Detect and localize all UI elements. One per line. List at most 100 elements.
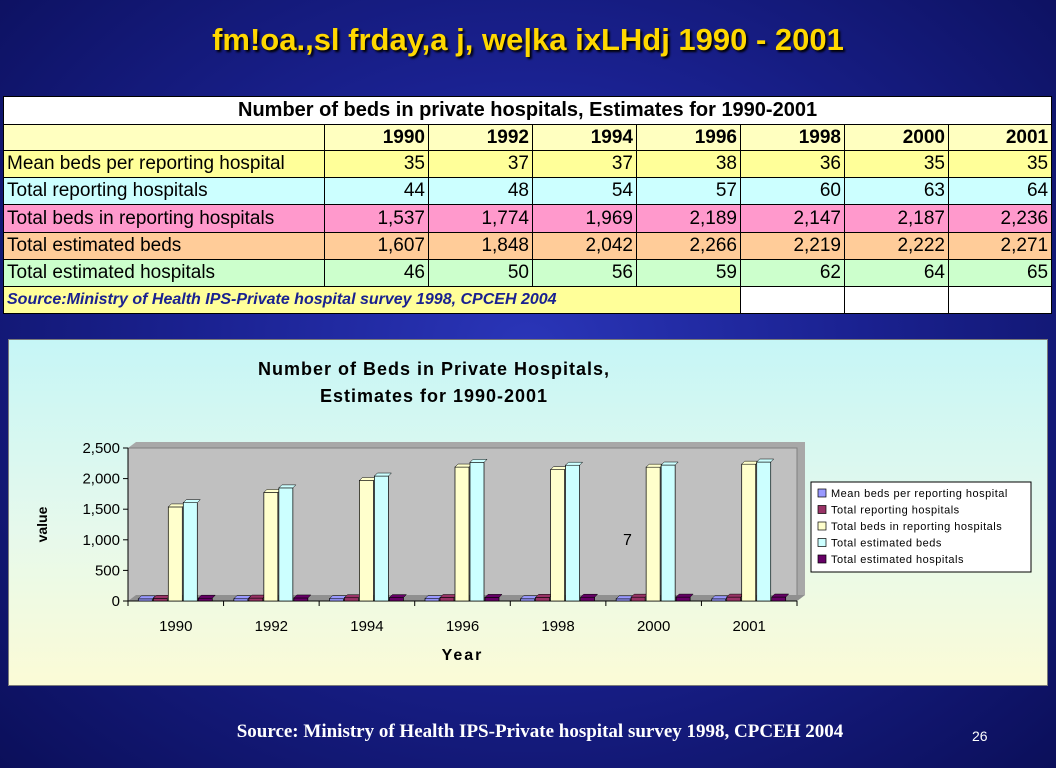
bar-top-face	[328, 595, 348, 599]
bar-top-face	[152, 595, 171, 599]
table-cell: 2,236	[947, 204, 1053, 233]
x-tick-label: 2001	[733, 618, 766, 635]
bar-top-face	[645, 463, 664, 468]
table-title: Number of beds in private hospitals, Est…	[2, 95, 1053, 126]
bar	[439, 597, 455, 602]
bar-top-face	[630, 593, 649, 598]
x-tick-label: 1998	[541, 618, 574, 635]
legend-swatch	[817, 554, 827, 564]
table-cell: 2,222	[844, 231, 949, 260]
table-cell: 44	[324, 177, 429, 206]
table-cell: 63	[844, 177, 949, 206]
bar	[756, 461, 772, 602]
table-cell: 37	[532, 150, 637, 179]
bar-top-face	[278, 484, 297, 489]
x-axis-label: Year	[442, 647, 484, 664]
bar-top-face	[167, 503, 186, 508]
bar-top-face	[197, 594, 216, 599]
table-cell: 64	[947, 177, 1053, 206]
y-tick-label: 2,000	[82, 471, 120, 488]
table-cell: 36	[740, 150, 845, 179]
table-cell: 2,271	[947, 231, 1053, 260]
x-tick-label: 1992	[255, 618, 288, 635]
beds-table: Number of beds in private hospitals, Est…	[2, 95, 1053, 315]
bar	[197, 597, 213, 602]
legend-label: Total estimated beds	[831, 538, 942, 550]
bar	[630, 596, 646, 602]
table-cell: 60	[740, 177, 845, 206]
bar-top-face	[454, 463, 473, 468]
table-header-year: 1996	[636, 124, 741, 152]
bar-top-face	[263, 489, 282, 493]
row-label: Total estimated hospitals	[3, 258, 325, 287]
table-cell: 54	[532, 177, 637, 206]
table-row: Total estimated beds 1,607 1,848 2,042 2…	[3, 231, 1053, 260]
x-tick-label: 1996	[446, 618, 479, 635]
bar-top-face	[660, 461, 679, 466]
bar	[182, 502, 198, 602]
legend-label: Total estimated hospitals	[831, 554, 964, 566]
legend-swatch	[817, 488, 827, 498]
y-tick-label: 2,500	[82, 440, 120, 457]
bar-top-face	[756, 458, 775, 463]
bar-top-face	[358, 477, 378, 481]
x-tick-label: 1994	[350, 618, 383, 635]
table-cell: 2,147	[740, 204, 845, 233]
bar	[424, 598, 440, 602]
chart-panel: Number of Beds in Private Hospitals, Esti…	[8, 339, 1048, 686]
bar	[293, 597, 309, 602]
bar-top-face	[469, 459, 488, 463]
table-header-year: 1992	[428, 124, 533, 152]
bar	[520, 598, 535, 602]
bar-top-face	[711, 595, 730, 600]
bar-top-face	[248, 594, 267, 599]
bar	[454, 466, 470, 602]
table-cell: 2,219	[740, 231, 845, 260]
table-cell: 62	[740, 258, 845, 287]
bar	[711, 598, 727, 602]
table-header-year: 1998	[740, 124, 845, 152]
bar-top-face	[343, 594, 363, 598]
legend-swatch	[817, 505, 827, 514]
bar	[359, 480, 374, 602]
row-label: Total reporting hospitals	[3, 177, 325, 206]
x-tick-label: 1990	[159, 618, 192, 635]
row-label: Total beds in reporting hospitals	[3, 204, 325, 233]
bar	[389, 597, 404, 602]
bar	[233, 598, 249, 602]
bar-chart: Number of Beds in Private Hospitals, Esti…	[34, 359, 1032, 664]
table-empty-cell	[947, 285, 1053, 315]
bar-top-face	[484, 594, 503, 598]
table-source: Source:Ministry of Health IPS-Private ho…	[3, 285, 741, 315]
bar	[675, 596, 691, 602]
legend-swatch	[817, 538, 827, 547]
y-axis-label: value	[34, 506, 50, 542]
legend-swatch	[817, 521, 827, 531]
table-cell: 35	[947, 150, 1053, 179]
y-tick-label: 500	[95, 562, 120, 579]
bar	[645, 466, 661, 602]
y-tick-label: 1,500	[82, 501, 120, 518]
footer-source: Source: Ministry of Health IPS-Private h…	[236, 721, 844, 742]
table-cell: 64	[844, 258, 949, 287]
bar	[484, 597, 500, 602]
legend-label: Total reporting hospitals	[831, 505, 960, 517]
bar	[329, 598, 344, 602]
table-empty-cell	[844, 285, 949, 315]
table-cell: 2,266	[636, 231, 741, 260]
table-cell: 65	[947, 258, 1053, 287]
bar	[660, 464, 676, 602]
bar-top-face	[182, 499, 201, 503]
bar	[152, 597, 168, 602]
table-cell: 37	[428, 150, 533, 179]
bar	[263, 492, 279, 602]
bar-top-face	[564, 461, 584, 466]
table-cell: 57	[636, 177, 741, 206]
table-cell: 35	[324, 150, 429, 179]
table-cell: 50	[428, 258, 533, 287]
bar	[615, 598, 631, 602]
bar-top-face	[549, 466, 569, 470]
table-header-year: 2001	[947, 124, 1053, 152]
slide-title: fm!oa.,sl frday,a j, we|ka ixLHdj 1990 -…	[212, 22, 844, 57]
bar	[565, 464, 580, 602]
